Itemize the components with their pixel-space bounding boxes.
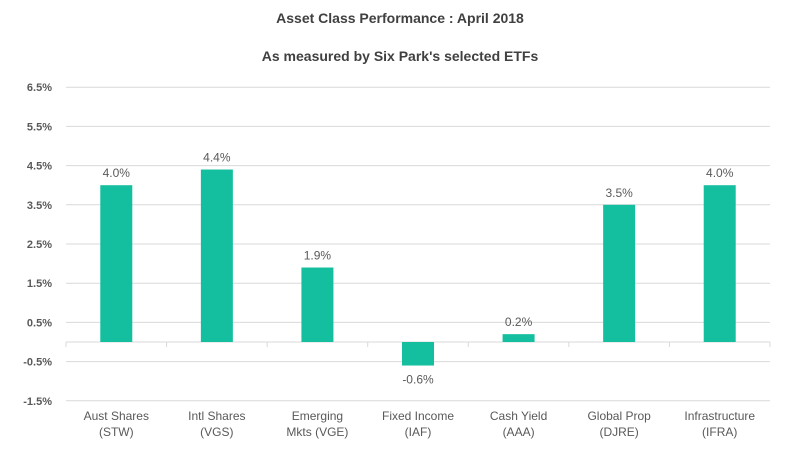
x-tick-label: Infrastructure bbox=[684, 409, 755, 423]
y-tick-label: 0.5% bbox=[27, 317, 52, 329]
x-tick-label: Emerging bbox=[292, 409, 343, 423]
y-tick-label: -1.5% bbox=[23, 396, 52, 408]
chart-subtitle: As measured by Six Park's selected ETFs bbox=[261, 48, 539, 64]
data-label: 4.0% bbox=[706, 166, 734, 180]
bar bbox=[301, 267, 334, 342]
x-tick-label: (STW) bbox=[99, 425, 134, 439]
y-tick-label: 3.5% bbox=[27, 200, 52, 212]
x-tick-label: (VGS) bbox=[200, 425, 233, 439]
bar bbox=[200, 169, 233, 342]
x-tick-label: Cash Yield bbox=[490, 409, 547, 423]
bar bbox=[603, 204, 636, 342]
y-tick-label: 2.5% bbox=[27, 239, 52, 251]
y-tick-label: -0.5% bbox=[23, 357, 52, 369]
data-label: 1.9% bbox=[304, 249, 332, 263]
data-label: 0.2% bbox=[505, 315, 533, 329]
x-tick-label: Mkts (VGE) bbox=[286, 425, 348, 439]
x-tick-label: Global Prop bbox=[587, 409, 651, 423]
bar bbox=[703, 185, 736, 342]
x-tick-label: Intl Shares bbox=[188, 409, 245, 423]
x-tick-label: (IFRA) bbox=[702, 425, 737, 439]
data-label: 4.0% bbox=[103, 166, 131, 180]
x-tick-label: (AAA) bbox=[503, 425, 535, 439]
y-tick-label: 5.5% bbox=[27, 121, 52, 133]
chart-title: Asset Class Performance : April 2018 bbox=[276, 10, 524, 26]
data-label: 3.5% bbox=[605, 186, 633, 200]
x-tick-label: (DJRE) bbox=[599, 425, 638, 439]
bar bbox=[502, 334, 535, 342]
x-tick-label: Aust Shares bbox=[84, 409, 149, 423]
data-label: 4.4% bbox=[203, 151, 231, 165]
y-tick-label: 1.5% bbox=[27, 278, 52, 290]
y-tick-label: 4.5% bbox=[27, 161, 52, 173]
x-tick-label: (IAF) bbox=[405, 425, 432, 439]
y-tick-label: 6.5% bbox=[27, 82, 52, 94]
bar bbox=[100, 185, 133, 342]
bar bbox=[402, 342, 434, 366]
x-tick-label: Fixed Income bbox=[382, 409, 454, 423]
data-label: -0.6% bbox=[402, 373, 434, 387]
